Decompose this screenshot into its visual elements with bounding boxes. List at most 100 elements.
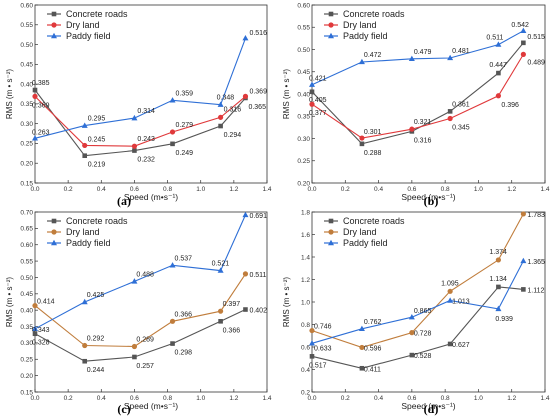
series-line — [34, 309, 246, 362]
data-label: 0.365 — [248, 104, 266, 111]
chart-panel-3: 0.0 0.2 0.4 0.6 0.8 1.0 1.2 1.4 0.15 0.20 0.25 0.30… — [5, 209, 272, 416]
y-tick-label: 0.55 — [297, 25, 310, 32]
x-tick-label: 0.0 — [30, 395, 39, 402]
data-label: 0.402 — [249, 308, 267, 315]
x-tick-label: 1.2 — [507, 186, 516, 193]
data-point-triangle — [169, 262, 176, 268]
data-label: 0.728 — [414, 331, 432, 338]
data-label: 0.596 — [364, 345, 382, 352]
data-point-circle — [218, 308, 224, 314]
x-tick-label: 1.2 — [507, 395, 516, 402]
data-label: 0.295 — [88, 116, 106, 123]
series-concrete-roads: 0.405 0.288 0.316 0.361 0.447 0.515 — [309, 34, 545, 157]
y-tick-label: 0.25 — [20, 357, 33, 364]
data-label: 0.516 — [249, 30, 267, 37]
data-label: 0.939 — [495, 316, 513, 323]
data-label: 0.528 — [414, 353, 432, 360]
data-label: 0.447 — [489, 62, 507, 69]
y-tick-label: 0.35 — [20, 101, 33, 108]
data-label: 0.421 — [309, 76, 327, 83]
x-tick-label: 0.6 — [407, 186, 416, 193]
series-dry-land: 0.377 0.301 0.321 0.345 0.396 0.489 — [309, 51, 545, 141]
data-label: 0.633 — [314, 345, 332, 352]
series-dry-land: 0.746 0.596 0.728 1.095 1.374 1.783 — [309, 211, 545, 352]
data-label: 0.288 — [364, 150, 382, 157]
y-tick-label: 0.4 — [301, 367, 310, 374]
legend-marker-triangle — [328, 239, 334, 246]
data-point-triangle — [131, 114, 138, 121]
data-point-square — [32, 331, 38, 337]
x-tick-label: 0.4 — [97, 395, 106, 402]
x-axis-label: Speed (m•s⁻¹) — [124, 192, 178, 202]
series-concrete-roads: 0.517 0.411 0.528 0.627 1.134 1.112 — [309, 276, 544, 373]
data-label: 0.279 — [176, 122, 194, 129]
panel-caption: (b) — [424, 194, 439, 208]
data-label: 0.316 — [414, 137, 432, 144]
data-label: 0.489 — [527, 59, 545, 66]
legend-label: Paddy field — [343, 31, 388, 41]
legend-marker-circle — [51, 22, 57, 28]
series-dry-land: 0.414 0.292 0.289 0.366 0.397 0.511 — [32, 271, 267, 350]
series-concrete-roads: 0.385 0.219 0.232 0.249 0.294 0.365 — [32, 80, 266, 169]
x-axis-label: Speed (m•s⁻¹) — [124, 401, 178, 411]
data-point-circle — [495, 93, 501, 99]
data-label: 0.627 — [452, 342, 470, 349]
data-point-square — [218, 319, 223, 324]
y-tick-label: 0.30 — [20, 121, 33, 128]
legend-label: Dry land — [343, 20, 377, 30]
data-label: 1.374 — [489, 249, 507, 256]
y-tick-label: 0.6 — [301, 344, 310, 351]
data-point-square — [521, 40, 526, 46]
series-line — [311, 286, 524, 369]
data-point-circle — [309, 327, 315, 334]
data-label: 0.396 — [501, 102, 519, 109]
series-paddy-field: 0.263 0.295 0.314 0.359 0.348 0.516 — [32, 30, 267, 141]
data-label: 0.232 — [137, 157, 155, 164]
y-tick-label: 1.8 — [301, 209, 310, 216]
data-point-triangle — [495, 305, 502, 312]
data-point-circle — [82, 342, 88, 349]
legend-label: Concrete roads — [66, 216, 128, 226]
x-axis-label: Speed (m•s⁻¹) — [401, 401, 455, 411]
data-point-circle — [218, 114, 224, 120]
data-point-circle — [242, 271, 249, 277]
x-tick-label: 0.8 — [441, 186, 450, 193]
data-label: 0.511 — [486, 35, 503, 42]
data-label: 0.219 — [88, 162, 106, 169]
data-label: 0.366 — [175, 311, 193, 318]
data-label: 0.263 — [32, 129, 50, 136]
series-line — [34, 89, 246, 157]
data-point-square — [496, 70, 501, 76]
y-tick-label: 0.45 — [297, 69, 310, 76]
y-tick-label: 0.40 — [297, 91, 310, 98]
data-label: 0.369 — [32, 102, 50, 109]
y-tick-label: 0.30 — [20, 340, 33, 347]
x-tick-label: 0.4 — [97, 186, 106, 193]
series-dry-land: 0.369 0.245 0.243 0.279 0.316 0.369 — [32, 88, 267, 149]
data-label: 0.481 — [452, 48, 470, 55]
series-line — [311, 42, 524, 145]
x-tick-label: 0.6 — [130, 186, 139, 193]
data-point-circle — [169, 129, 176, 135]
y-tick-label: 0.70 — [20, 209, 33, 216]
data-point-triangle — [520, 257, 527, 264]
y-tick-label: 0.35 — [20, 324, 33, 331]
series-paddy-field: 0.343 0.425 0.488 0.537 0.521 0.691 — [32, 211, 267, 334]
y-axis-label: RMS (m • s⁻²) — [5, 277, 14, 327]
data-label: 0.294 — [224, 132, 242, 139]
data-point-square — [170, 341, 175, 346]
data-point-square — [447, 109, 453, 114]
data-label: 0.359 — [176, 90, 194, 97]
data-label: 1.134 — [489, 276, 507, 283]
data-label: 0.411 — [364, 366, 381, 373]
legend-label: Dry land — [343, 227, 377, 237]
data-point-circle — [520, 211, 526, 217]
data-point-triangle — [81, 298, 88, 305]
data-label: 1.013 — [452, 299, 470, 306]
legend-marker-circle — [328, 229, 334, 235]
y-axis-label: RMS (m • s⁻²) — [282, 69, 291, 119]
y-tick-label: 0.15 — [20, 389, 33, 396]
series-concrete-roads: 0.328 0.244 0.257 0.298 0.366 0.402 — [32, 307, 267, 374]
